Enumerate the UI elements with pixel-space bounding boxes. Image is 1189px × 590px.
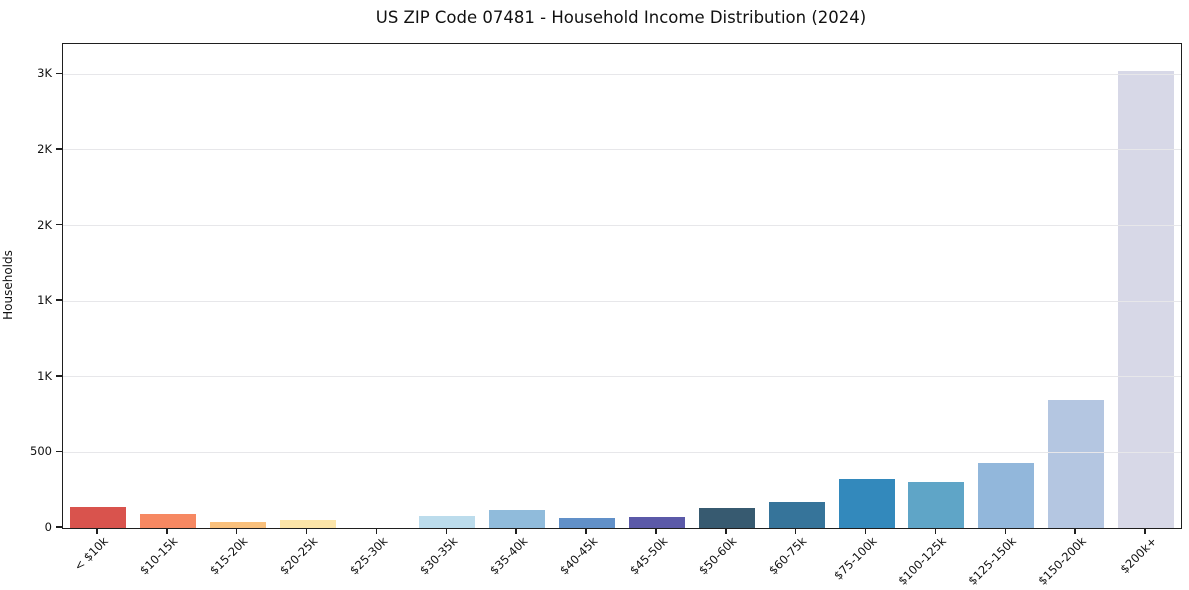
y-tick-label: 1K [37, 293, 52, 308]
bar-50-60k [698, 508, 755, 528]
x-tick-label: $35-40k [486, 534, 531, 578]
x-axis-tick [445, 528, 448, 534]
y-tick-label: 0 [44, 520, 52, 534]
bar-15-20k [209, 521, 266, 528]
x-tick-label: $150-200k [1035, 534, 1090, 588]
x-axis-tick [1144, 528, 1146, 534]
chart-title: US ZIP Code 07481 - Household Income Dis… [375, 8, 867, 27]
bar-75-100k [838, 478, 895, 528]
x-tick-label: $200k+ [1116, 534, 1159, 577]
plot-area [62, 43, 1182, 529]
x-axis-tick [934, 528, 937, 534]
bar-40-45k [559, 518, 615, 528]
bar-45-50k [628, 517, 685, 528]
x-tick-label: $60-75k [766, 534, 810, 578]
y-tick-label: 3K [37, 66, 52, 81]
x-tick-label: $50-60k [696, 534, 740, 578]
x-axis-tick [725, 528, 727, 534]
y-axis-tick [56, 148, 62, 150]
bar-100-125k [908, 481, 965, 528]
x-tick-label: $25-30k [346, 534, 391, 578]
y-axis-label: Households [1, 250, 15, 320]
x-axis-tick [864, 528, 867, 534]
x-axis-tick [585, 528, 587, 534]
bar-35-40k [489, 509, 546, 528]
x-axis-tick [515, 528, 517, 534]
x-axis-tick [375, 528, 378, 534]
gridline [63, 451, 1181, 453]
gridline [63, 149, 1181, 151]
gridline [63, 73, 1181, 75]
x-axis-tick [96, 528, 98, 534]
x-axis-tick [305, 528, 308, 534]
y-axis-tick [56, 299, 62, 301]
x-tick-label: $100-125k [895, 534, 950, 588]
x-tick-label: $75-100k [830, 534, 880, 583]
bar-150-200k [1048, 400, 1105, 528]
gridline [63, 376, 1181, 378]
y-axis-tick [56, 223, 62, 226]
bar-10-15k [139, 513, 196, 528]
bar-20-25k [279, 520, 336, 528]
x-tick-label: $30-35k [416, 534, 461, 578]
x-axis-tick [1074, 528, 1076, 534]
gridline [63, 225, 1181, 226]
bar-10k [69, 506, 126, 528]
bar-60-75k [768, 502, 825, 528]
x-tick-label: $20-25k [277, 534, 321, 578]
bar-30-35k [419, 515, 476, 528]
bars-layer [63, 44, 1181, 528]
x-tick-label: $40-45k [556, 534, 600, 578]
x-axis-tick [655, 528, 657, 534]
x-tick-label: $10-15k [137, 534, 181, 578]
x-tick-label: $125-150k [965, 534, 1020, 588]
y-axis-tick [56, 450, 62, 453]
y-axis-tick [56, 375, 62, 377]
bar-200k [1118, 71, 1174, 528]
x-tick-label: $45-50k [626, 534, 670, 578]
x-tick-label: $15-20k [207, 534, 251, 578]
gridline [63, 300, 1181, 302]
x-tick-label: < $10k [71, 534, 111, 574]
y-tick-label: 2K [37, 141, 52, 156]
y-tick-label: 500 [30, 444, 52, 459]
x-axis-tick [794, 528, 797, 534]
y-axis-tick [56, 72, 62, 74]
y-tick-label: 2K [37, 217, 52, 232]
x-axis-tick [166, 528, 168, 534]
bar-125-150k [978, 462, 1035, 528]
y-tick-label: 1K [37, 368, 52, 383]
x-axis-tick [1004, 528, 1007, 534]
y-axis-tick [56, 526, 62, 528]
x-axis-tick [235, 528, 238, 534]
